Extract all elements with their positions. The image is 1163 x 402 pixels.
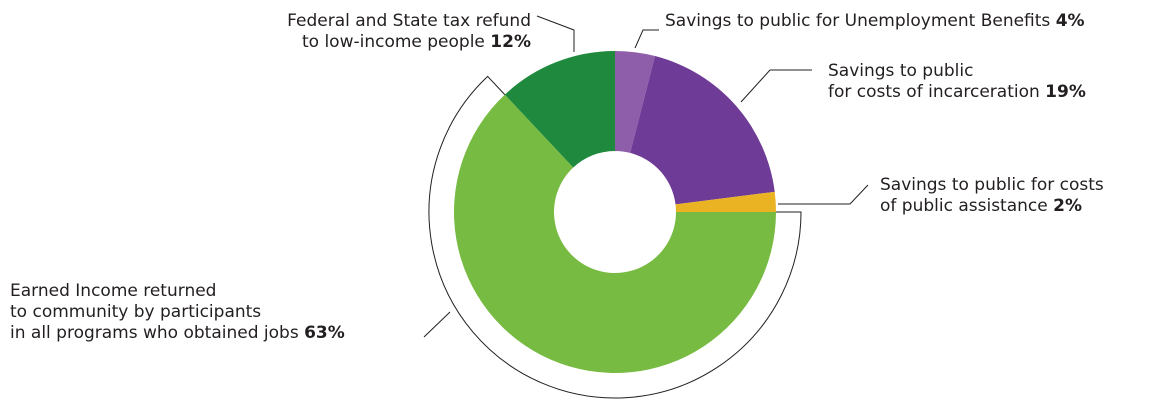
label-line: for costs of incarceration 19% (828, 82, 1086, 102)
label-line: Earned Income returned (10, 281, 216, 301)
leader-line-taxrefund (536, 15, 575, 52)
slice-assistance (675, 191, 776, 212)
chart-slices (454, 51, 776, 373)
label-percent: 12% (490, 32, 531, 52)
label-incarceration: Savings to public for costs of incarcerat… (828, 61, 1086, 102)
label-assistance: Savings to public for costs of public ass… (880, 175, 1104, 216)
label-percent: 63% (304, 323, 345, 343)
label-line: to community by participants (10, 302, 261, 322)
leader-line-assistance (778, 184, 869, 205)
slice-labels: Savings to public for Unemployment Benef… (10, 11, 1104, 343)
earned-income-bracket (428, 75, 802, 399)
slice-taxrefund (504, 51, 615, 168)
slice-earned (454, 94, 776, 373)
label-line: Savings to public (828, 61, 973, 81)
label-taxrefund: Federal and State tax refund to low-incom… (287, 11, 531, 52)
leader-line-earned (423, 311, 451, 338)
label-line: Savings to public for costs (880, 175, 1104, 195)
label-unemployment: Savings to public for Unemployment Benef… (665, 11, 1085, 31)
label-line: of public assistance 2% (880, 196, 1082, 216)
label-percent: 2% (1053, 196, 1082, 216)
leader-line-incarceration (740, 69, 812, 103)
slice-incarceration (630, 56, 775, 205)
slice-unemployment (615, 51, 656, 153)
label-line: Savings to public for Unemployment Benef… (665, 11, 1085, 31)
label-line: to low-income people 12% (302, 32, 531, 52)
label-earned: Earned Income returned to community by pa… (10, 281, 345, 343)
leader-line-unemployment (634, 29, 659, 49)
label-percent: 4% (1056, 11, 1085, 31)
label-line: Federal and State tax refund (287, 11, 531, 31)
label-line: in all programs who obtained jobs 63% (10, 323, 345, 343)
leader-lines (423, 15, 869, 338)
label-percent: 19% (1045, 82, 1086, 102)
bracket-arc-earned (428, 75, 802, 399)
